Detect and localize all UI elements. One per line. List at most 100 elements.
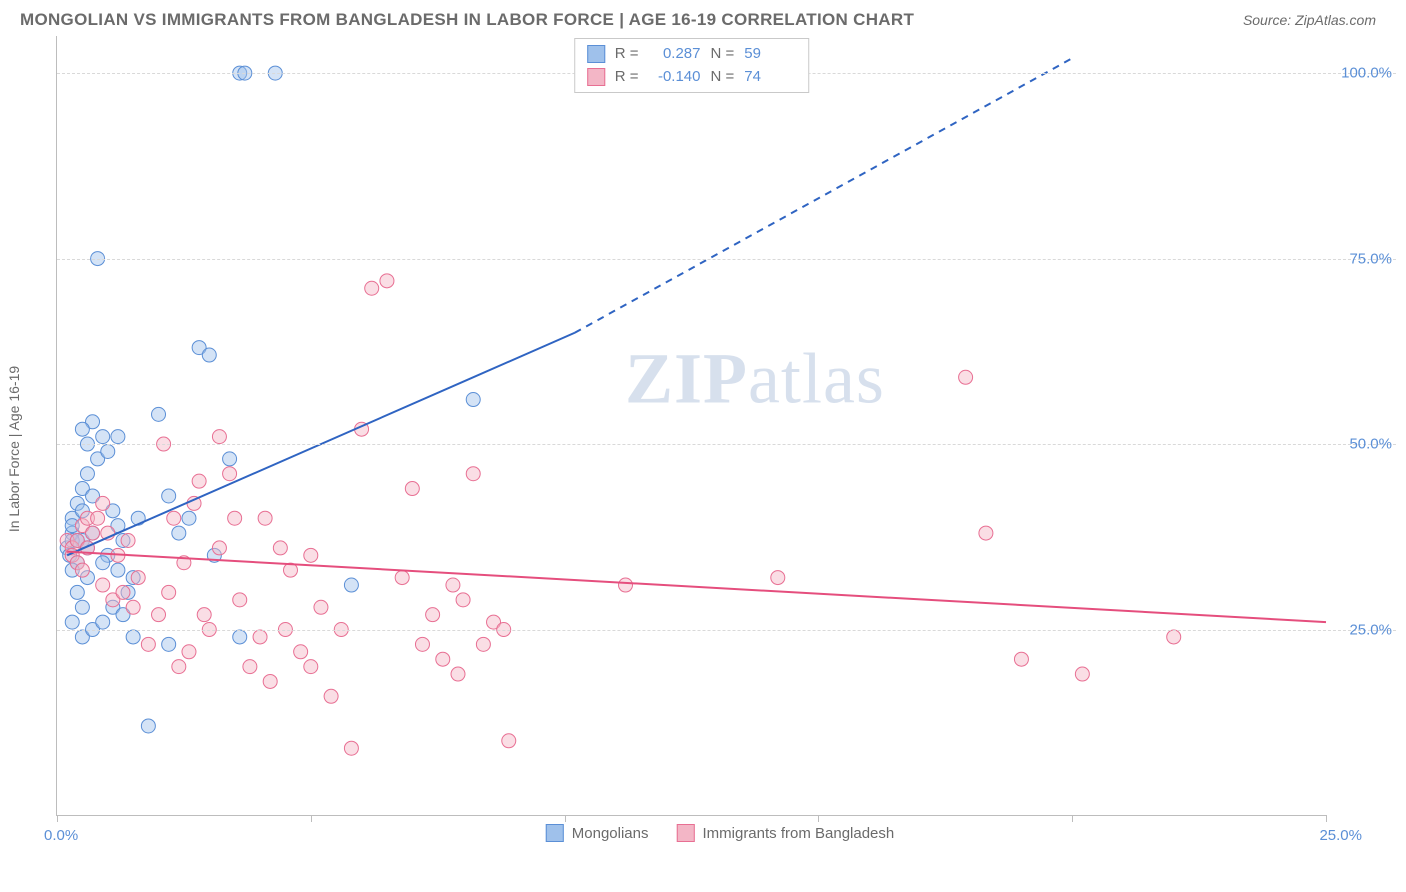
data-point [121, 533, 135, 547]
gridline [57, 444, 1396, 445]
data-point [212, 430, 226, 444]
trend-line [67, 552, 1326, 622]
data-point [111, 430, 125, 444]
source-attribution: Source: ZipAtlas.com [1243, 12, 1376, 28]
data-point [172, 660, 186, 674]
data-point [223, 452, 237, 466]
data-point [96, 578, 110, 592]
data-point [101, 444, 115, 458]
gridline [57, 259, 1396, 260]
data-point [75, 563, 89, 577]
data-point [152, 407, 166, 421]
legend-label-1: Mongolians [572, 825, 649, 842]
swatch-legend-2 [676, 824, 694, 842]
chart-header: MONGOLIAN VS IMMIGRANTS FROM BANGLADESH … [0, 0, 1406, 36]
y-tick-label: 25.0% [1349, 621, 1392, 638]
data-point [141, 719, 155, 733]
x-tick-label-max: 25.0% [1319, 827, 1362, 844]
swatch-legend-1 [546, 824, 564, 842]
n-label: N = [711, 43, 735, 66]
data-point [162, 637, 176, 651]
chart-title: MONGOLIAN VS IMMIGRANTS FROM BANGLADESH … [20, 10, 914, 30]
correlation-legend: R = 0.287 N = 59 R = -0.140 N = 74 [574, 38, 810, 93]
data-point [380, 274, 394, 288]
data-point [1014, 652, 1028, 666]
data-point [197, 608, 211, 622]
data-point [294, 645, 308, 659]
swatch-series-1 [587, 45, 605, 63]
data-point [228, 511, 242, 525]
gridline [57, 630, 1396, 631]
trend-line-dashed [575, 58, 1072, 333]
data-point [405, 482, 419, 496]
data-point [111, 563, 125, 577]
data-point [126, 600, 140, 614]
data-point [456, 593, 470, 607]
data-point [80, 467, 94, 481]
data-point [771, 571, 785, 585]
series-legend: Mongolians Immigrants from Bangladesh [546, 824, 894, 842]
data-point [162, 585, 176, 599]
data-point [131, 571, 145, 585]
data-point [96, 615, 110, 629]
data-point [263, 674, 277, 688]
plot-svg [57, 36, 1326, 815]
chart-container: In Labor Force | Age 16-19 ZIPatlas R = … [44, 36, 1396, 846]
x-tick [818, 815, 819, 822]
data-point [344, 578, 358, 592]
data-point [1167, 630, 1181, 644]
data-point [466, 393, 480, 407]
data-point [502, 734, 516, 748]
data-point [233, 630, 247, 644]
plot-area: ZIPatlas R = 0.287 N = 59 R = -0.140 N =… [56, 36, 1326, 816]
data-point [233, 593, 247, 607]
data-point [86, 526, 100, 540]
data-point [126, 630, 140, 644]
data-point [212, 541, 226, 555]
data-point [65, 615, 79, 629]
data-point [223, 467, 237, 481]
n-label: N = [711, 66, 735, 89]
data-point [314, 600, 328, 614]
data-point [258, 511, 272, 525]
data-point [75, 422, 89, 436]
x-tick [565, 815, 566, 822]
data-point [162, 489, 176, 503]
data-point [415, 637, 429, 651]
data-point [243, 660, 257, 674]
data-point [96, 556, 110, 570]
data-point [182, 645, 196, 659]
data-point [91, 511, 105, 525]
correlation-row-2: R = -0.140 N = 74 [587, 66, 797, 89]
data-point [395, 571, 409, 585]
data-point [959, 370, 973, 384]
data-point [436, 652, 450, 666]
y-tick-label: 50.0% [1349, 436, 1392, 453]
legend-item-2: Immigrants from Bangladesh [676, 824, 894, 842]
data-point [96, 430, 110, 444]
data-point [324, 689, 338, 703]
data-point [1075, 667, 1089, 681]
r-label: R = [615, 43, 639, 66]
correlation-row-1: R = 0.287 N = 59 [587, 43, 797, 66]
n-value-1: 59 [744, 43, 796, 66]
y-tick-label: 100.0% [1341, 65, 1392, 82]
x-tick [1072, 815, 1073, 822]
data-point [172, 526, 186, 540]
y-axis-label: In Labor Force | Age 16-19 [6, 366, 22, 532]
data-point [70, 585, 84, 599]
data-point [167, 511, 181, 525]
swatch-series-2 [587, 68, 605, 86]
data-point [96, 496, 110, 510]
data-point [192, 474, 206, 488]
data-point [75, 600, 89, 614]
r-value-1: 0.287 [649, 43, 701, 66]
data-point [202, 348, 216, 362]
data-point [476, 637, 490, 651]
data-point [152, 608, 166, 622]
data-point [466, 467, 480, 481]
data-point [182, 511, 196, 525]
data-point [116, 585, 130, 599]
r-value-2: -0.140 [649, 66, 701, 89]
source-prefix: Source: [1243, 12, 1295, 28]
